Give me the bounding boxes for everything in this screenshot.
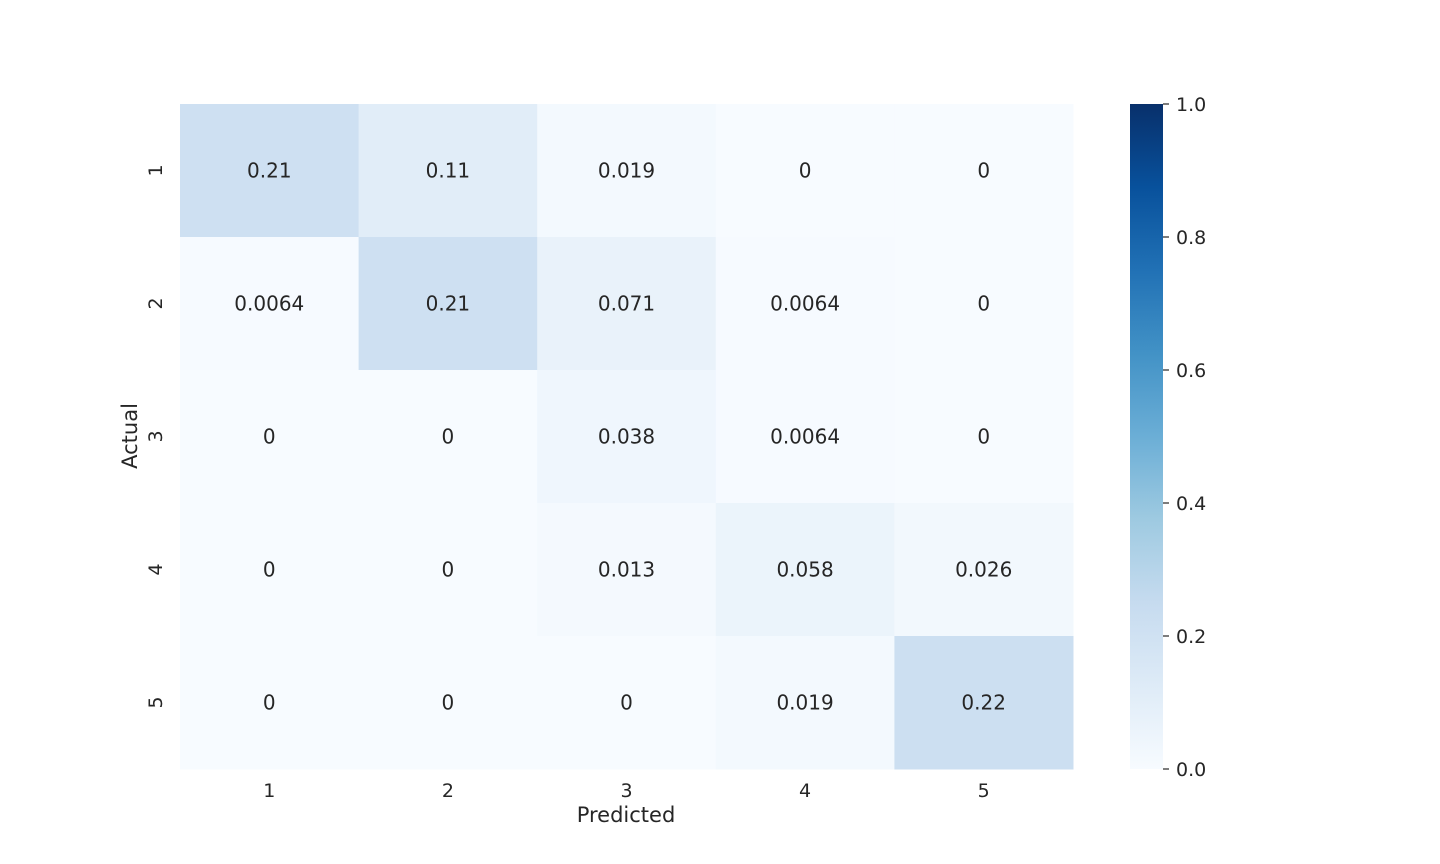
y-axis-ticks: 1 2 3 4 5 [145,164,167,708]
cell-value-label: 0 [977,425,990,449]
x-tick-label: 1 [263,780,275,802]
cell-value-label: 0.0064 [234,292,304,316]
heatmap-cell-4-2 [358,503,538,637]
cell-value-label: 0.058 [776,558,833,582]
x-axis-ticks: 1 2 3 4 5 [263,780,989,802]
heatmap-cell-3-1 [180,370,360,504]
colorbar-tick-label: 0.8 [1176,227,1206,249]
y-tick-label: 4 [145,563,167,575]
cell-value-label: 0.22 [961,691,1006,715]
y-axis-label: Actual [118,403,142,469]
colorbar-tick-label: 0.0 [1176,759,1206,781]
heatmap-cell-1-3 [537,104,717,238]
heatmap-cell-2-1 [180,237,360,371]
heatmap-cell-1-5 [894,104,1074,238]
y-tick-label: 5 [145,696,167,708]
colorbar-ticks: 0.0 0.2 0.4 0.6 0.8 1.0 [1163,94,1206,781]
cell-value-label: 0.0064 [770,292,840,316]
cell-value-label: 0 [442,558,455,582]
colorbar-tick-label: 0.4 [1176,493,1206,515]
heatmap-cell-1-2 [358,104,538,238]
cell-value-label: 0.21 [247,159,292,183]
heatmap-cell-2-2 [358,237,538,371]
colorbar-tick-label: 0.6 [1176,360,1206,382]
heatmap-cell-4-5 [894,503,1074,637]
heatmap-cell-2-3 [537,237,717,371]
cell-value-label: 0 [620,691,633,715]
heatmap-cell-4-3 [537,503,717,637]
heatmap-cell-5-4 [715,636,895,770]
cell-value-label: 0 [977,159,990,183]
cell-value-label: 0 [263,425,276,449]
heatmap-cell-5-5 [894,636,1074,770]
cell-value-label: 0 [442,425,455,449]
cell-value-label: 0.11 [426,159,471,183]
cell-value-label: 0.21 [426,292,471,316]
heatmap-cell-3-4 [715,370,895,504]
colorbar-tick-label: 0.2 [1176,626,1206,648]
cell-value-label: 0.038 [598,425,655,449]
y-tick-label: 3 [145,430,167,442]
x-tick-label: 2 [442,780,454,802]
y-tick-label: 1 [145,164,167,176]
x-tick-label: 5 [978,780,990,802]
cell-value-label: 0 [977,292,990,316]
heatmap-cell-labels: 0.21 0.11 0.019 0 0 0.0064 0.21 0.071 0.0064 0 0 0 0… [234,159,1012,715]
heatmap-cell-3-2 [358,370,538,504]
heatmap-cell-1-4 [715,104,895,238]
heatmap-cells [180,104,1074,770]
heatmap-cell-4-4 [715,503,895,637]
cell-value-label: 0.026 [955,558,1012,582]
cell-value-label: 0.013 [598,558,655,582]
heatmap-cell-4-1 [180,503,360,637]
cell-value-label: 0 [442,691,455,715]
heatmap-cell-5-2 [358,636,538,770]
cell-value-label: 0.019 [776,691,833,715]
cell-value-label: 0.0064 [770,425,840,449]
cell-value-label: 0 [263,691,276,715]
heatmap-cell-5-3 [537,636,717,770]
cell-value-label: 0.019 [598,159,655,183]
heatmap-cell-2-5 [894,237,1074,371]
colorbar-tick-label: 1.0 [1176,94,1206,116]
colorbar [1130,104,1163,769]
heatmap-cell-2-4 [715,237,895,371]
heatmap-cell-5-1 [180,636,360,770]
x-axis-label: Predicted [577,803,676,827]
heatmap-cell-3-3 [537,370,717,504]
heatmap-cell-3-5 [894,370,1074,504]
cell-value-label: 0 [799,159,812,183]
y-tick-label: 2 [145,297,167,309]
x-tick-label: 4 [799,780,811,802]
heatmap-cell-1-1 [180,104,360,238]
x-tick-label: 3 [620,780,632,802]
cell-value-label: 0 [263,558,276,582]
cell-value-label: 0.071 [598,292,655,316]
